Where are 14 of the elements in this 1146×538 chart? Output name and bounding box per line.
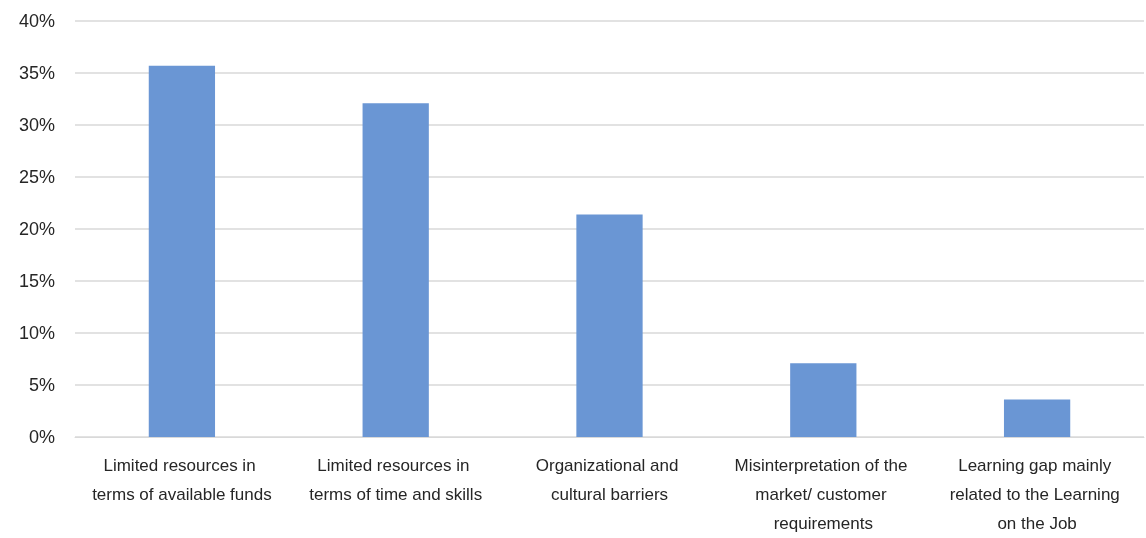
y-tick-label: 5% — [28, 375, 55, 395]
x-tick-label: Learning gap mainly related to the Learning on the Job — [949, 456, 1125, 533]
y-tick-label: 30% — [18, 115, 55, 135]
y-tick-label: 40% — [18, 11, 55, 31]
y-tick-label: 35% — [18, 63, 55, 83]
y-tick-label: 20% — [18, 219, 55, 239]
x-tick-label: Limited resources in terms of available funds — [92, 456, 272, 504]
y-tick-label: 15% — [18, 271, 55, 291]
x-tick-label: Misinterpretation of the market/ customer requirements — [734, 456, 913, 533]
x-tick-label: Limited resources in terms of time and skills — [309, 456, 483, 504]
y-tick-label: 10% — [18, 323, 55, 343]
y-tick-label: 25% — [18, 167, 55, 187]
x-tick-label: Organizational and cultural barriers — [535, 456, 684, 504]
y-tick-label: 0% — [28, 427, 55, 447]
